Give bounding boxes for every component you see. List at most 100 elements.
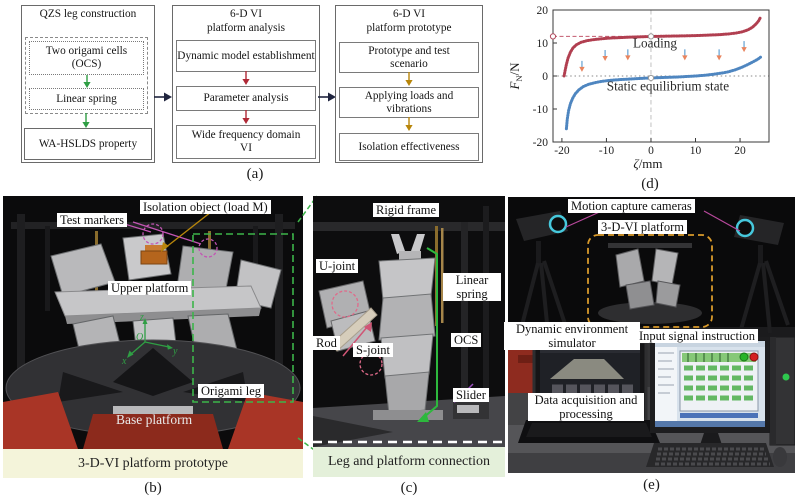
load-arrow-icon: [602, 55, 608, 61]
flow-box-dynamic-model: Dynamic model establishment: [176, 40, 316, 72]
flow-box-origami-cells: Two origami cells (OCS): [29, 41, 144, 75]
flow-col-prototype-title1: 6-D VI: [392, 8, 426, 20]
chart-annotation: Loading: [633, 36, 677, 51]
flow-col-analysis-title2: platform analysis: [206, 21, 286, 34]
arrow-down-green-icon: [82, 113, 90, 128]
origami-cell: [378, 293, 436, 341]
test-marker-circle: [142, 223, 164, 245]
flow-box-prototype-scenario: Prototype and test scenario: [339, 42, 479, 73]
axis-o-label: O: [136, 332, 143, 343]
y-tick-label: 0: [542, 71, 548, 83]
x-tick-label: 0: [648, 145, 654, 157]
zoom-region-box: [192, 233, 294, 403]
slider-header: [682, 353, 756, 362]
flowchart-panel: QZS leg construction Two origami cells (…: [0, 0, 510, 195]
waveform-display: [550, 359, 624, 379]
stop-indicator: [749, 352, 759, 362]
red-machine: [228, 392, 303, 449]
label-slider: Slider: [453, 388, 489, 402]
prototype-photo: z O y x: [3, 196, 303, 449]
experiment-panel: Motion capture cameras 3-D-VI platform D…: [504, 197, 795, 473]
load-arrow-icon: [716, 55, 722, 61]
joint-circle: [331, 290, 359, 318]
tree-panel: [655, 347, 677, 421]
mouse: [773, 447, 787, 467]
chart-annotation: Static equilibrium state: [607, 79, 729, 94]
equilibrium-marker: [647, 33, 655, 40]
platform-highlight-box: [587, 234, 713, 328]
rigid-frame-bar: [313, 222, 505, 231]
leg-connection-panel: Rigid frame U-joint Linear spring Rod S-…: [313, 196, 505, 477]
label-rigid-frame: Rigid frame: [373, 203, 440, 217]
flow-box-wa-hslds: WA-HSLDS property: [24, 128, 152, 160]
caption-b: (b): [144, 480, 162, 496]
flow-box-wide-frequency: Wide frequency domain VI: [176, 125, 316, 159]
caption-c: (c): [400, 480, 418, 496]
flow-col-qzs-title: QZS leg construction: [39, 8, 137, 20]
y-tick-label: -20: [533, 137, 549, 149]
gold-pointer-icon: [161, 242, 169, 252]
label-isolation-object: Isolation object (load M): [140, 200, 271, 214]
x-tick-label: -20: [554, 145, 570, 157]
isolation-object-shape: [140, 250, 168, 265]
taskbar: [655, 421, 765, 427]
label-test-markers: Test markers: [57, 213, 128, 227]
coordinate-axes: z O y x: [121, 312, 178, 367]
axis-marker: [549, 33, 557, 40]
load-arrow-icon: [625, 55, 631, 61]
arrow-down-gold-icon: [405, 117, 413, 131]
caption-a: (a): [246, 166, 264, 182]
y-tick-label: 10: [537, 38, 549, 50]
flow-col-qzs: QZS leg construction Two origami cells (…: [21, 5, 155, 163]
arrow-right-icon: [154, 92, 172, 102]
flow-box-applying-loads: Applying loads and vibrations: [339, 87, 479, 118]
gold-rod: [441, 228, 444, 323]
qzs-force-chart: -20 -10 0 10 20 -20 -10 0 10 20 Loading Static equi…: [507, 5, 770, 171]
x-tick-label: 10: [690, 145, 702, 157]
arrow-down-red-icon: [242, 110, 250, 124]
load-arrow-icon: [682, 55, 688, 61]
power-button: [782, 373, 790, 381]
test-marker-circle: [198, 238, 218, 258]
x-axis-label: ζ/mm: [633, 156, 662, 171]
arrow-down-green-icon: [83, 75, 91, 88]
arrow-down-red-icon: [242, 71, 250, 85]
flow-ocs-group: Two origami cells (OCS) Linear spring: [25, 37, 148, 114]
y-tick-label: 20: [537, 5, 549, 17]
caption-bar-connection: Leg and platform connection: [313, 447, 505, 477]
caption-d: (d): [641, 176, 659, 192]
motion-capture-photo: [508, 197, 795, 337]
caption-e: (e): [643, 477, 660, 493]
label-data-acq: Data acquisition and processing: [528, 393, 644, 421]
axis-x-label: x: [121, 356, 127, 367]
flow-box-isolation-effectiveness: Isolation effectiveness: [339, 133, 479, 161]
flow-box-linear-spring: Linear spring: [29, 88, 144, 110]
y-tick-label: -10: [533, 104, 549, 116]
flow-box-parameter-analysis: Parameter analysis: [176, 86, 316, 111]
start-indicator: [739, 352, 749, 362]
flow-col-analysis: 6-D VI platform analysis Dynamic model es…: [172, 5, 320, 163]
u-joint-fork: [391, 234, 405, 254]
arrow-right-icon: [318, 92, 336, 102]
label-upper-platform: Upper platform: [108, 281, 192, 295]
label-dynamic-env: Dynamic environment simulator: [504, 322, 640, 350]
x-tick-label: -10: [599, 145, 615, 157]
flow-col-prototype: 6-D VI platform prototype Prototype and t…: [335, 5, 483, 163]
frame-top-bar: [11, 222, 295, 229]
label-base-platform: Base platform: [116, 412, 193, 427]
pink-pointer-icon: [364, 322, 372, 332]
origami-cell: [378, 257, 436, 301]
load-arrow-icon: [741, 47, 747, 53]
tripod-leg: [518, 262, 540, 334]
label-linear-spring: Linear spring: [443, 273, 501, 301]
arrow-down-gold-icon: [405, 72, 413, 86]
green-bracket: [422, 247, 438, 419]
x-tick-label: 20: [734, 145, 746, 157]
label-motion-capture: Motion capture cameras: [568, 199, 695, 213]
label-rod: Rod: [313, 336, 340, 350]
label-origami-leg: Origami leg: [198, 384, 265, 398]
label-s-joint: S-joint: [353, 343, 394, 357]
camera-ring-light: [548, 214, 568, 234]
prototype-photo-panel: z O y x Test markers Isolation object (l…: [3, 196, 303, 478]
